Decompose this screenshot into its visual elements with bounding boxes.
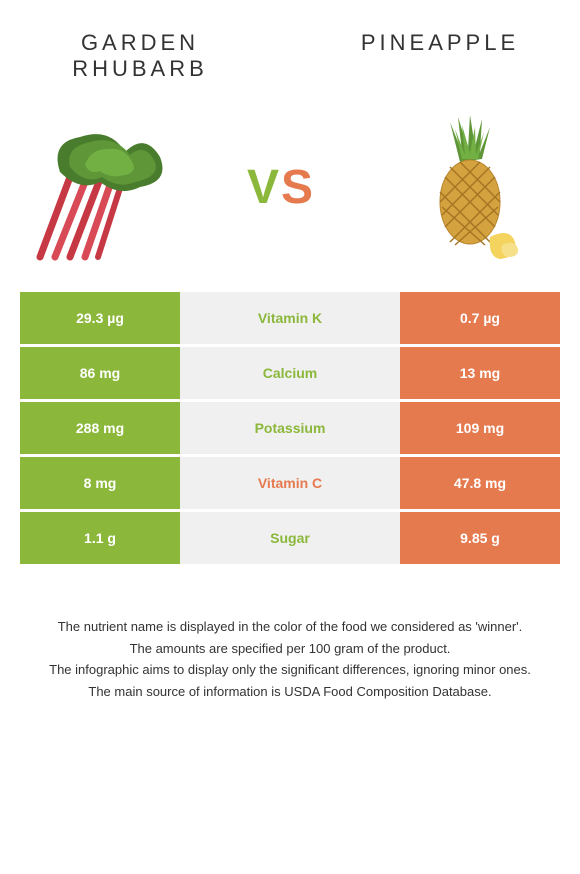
nutrient-name: Calcium xyxy=(180,347,400,399)
left-value: 8 mg xyxy=(20,457,180,509)
nutrient-name: Vitamin C xyxy=(180,457,400,509)
right-value: 109 mg xyxy=(400,402,560,454)
footer-line: The infographic aims to display only the… xyxy=(20,660,560,680)
table-row: 29.3 µg Vitamin K 0.7 µg xyxy=(20,292,560,344)
header: GARDEN RHUBARB PINEAPPLE xyxy=(0,0,580,92)
comparison-table: 29.3 µg Vitamin K 0.7 µg 86 mg Calcium 1… xyxy=(0,292,580,564)
table-row: 86 mg Calcium 13 mg xyxy=(20,347,560,399)
table-row: 288 mg Potassium 109 mg xyxy=(20,402,560,454)
footer: The nutrient name is displayed in the co… xyxy=(0,567,580,723)
rhubarb-image xyxy=(10,107,190,267)
left-title: GARDEN RHUBARB xyxy=(50,30,230,82)
nutrient-name: Potassium xyxy=(180,402,400,454)
images-row: VS xyxy=(0,92,580,292)
nutrient-name: Sugar xyxy=(180,512,400,564)
table-row: 8 mg Vitamin C 47.8 mg xyxy=(20,457,560,509)
right-title: PINEAPPLE xyxy=(350,30,530,82)
left-value: 29.3 µg xyxy=(20,292,180,344)
left-value: 86 mg xyxy=(20,347,180,399)
nutrient-name: Vitamin K xyxy=(180,292,400,344)
left-value: 288 mg xyxy=(20,402,180,454)
right-value: 13 mg xyxy=(400,347,560,399)
vs-v: V xyxy=(247,160,279,215)
pineapple-image xyxy=(370,107,550,267)
footer-line: The nutrient name is displayed in the co… xyxy=(20,617,560,637)
right-value: 0.7 µg xyxy=(400,292,560,344)
table-row: 1.1 g Sugar 9.85 g xyxy=(20,512,560,564)
right-value: 9.85 g xyxy=(400,512,560,564)
right-value: 47.8 mg xyxy=(400,457,560,509)
vs-s: S xyxy=(281,160,313,215)
left-value: 1.1 g xyxy=(20,512,180,564)
footer-line: The main source of information is USDA F… xyxy=(20,682,560,702)
footer-line: The amounts are specified per 100 gram o… xyxy=(20,639,560,659)
vs-label: VS xyxy=(247,160,313,215)
